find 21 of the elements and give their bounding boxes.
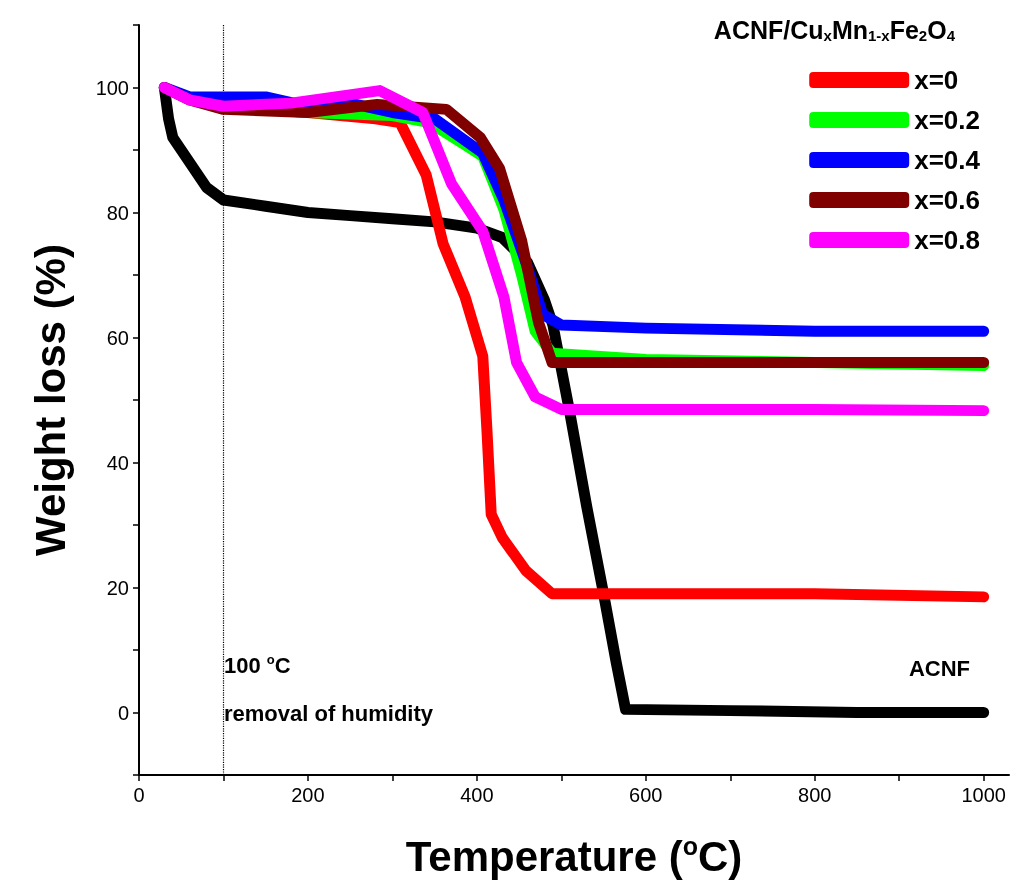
- x-tick-label: 0: [133, 784, 145, 806]
- annotation: removal of humidity: [224, 700, 434, 726]
- legend-label: x=0.8: [914, 225, 981, 255]
- x-tick-label: 200: [291, 784, 325, 806]
- x-tick-label: 400: [460, 784, 494, 806]
- x-tick-label: 600: [629, 784, 663, 806]
- y-tick-label: 100: [95, 76, 129, 99]
- legend-title: ACNF/CuxMn1-xFe2O4: [713, 16, 956, 45]
- legend-label: x=0.2: [914, 105, 981, 135]
- y-tick-label: 20: [106, 576, 129, 599]
- y-tick-label: 80: [106, 201, 129, 224]
- legend-label: x=0.4: [914, 145, 981, 175]
- legend-label: x=0: [914, 65, 959, 95]
- legend-label: x=0.6: [914, 185, 981, 215]
- y-tick-label: 0: [117, 701, 129, 724]
- y-tick-label: 60: [106, 326, 129, 349]
- x-tick-label: 1000: [961, 784, 1006, 806]
- annotation: ACNF: [908, 655, 970, 681]
- y-axis-title: Weight loss (%): [26, 244, 74, 556]
- x-tick-label: 800: [798, 784, 832, 806]
- y-tick-label: 40: [106, 451, 129, 474]
